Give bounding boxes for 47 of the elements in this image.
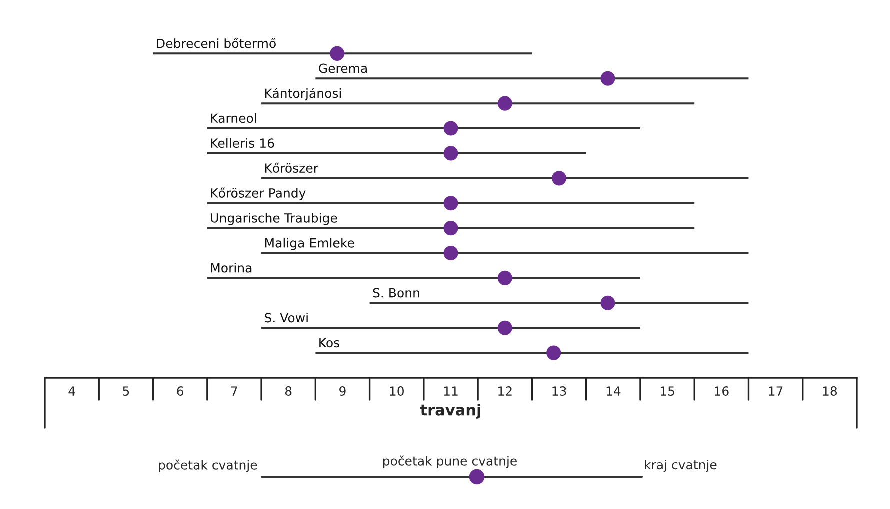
y-tick-label: S. Vowi [265,313,308,323]
y-tick-label: Gerema [319,64,367,74]
x-tick-label: 6 [177,386,184,396]
point [498,96,512,111]
x-tick-label: 8 [285,386,292,396]
bar [207,152,586,154]
y-tick-label: Kántorjánosi [265,88,342,101]
y-tick-label: Ungarische Traubige [211,213,338,226]
x-tick-label: 5 [123,386,130,396]
y-tick-label: Kos [320,338,340,348]
y-tick-label: Debreceni bőtermő [157,38,276,48]
point [444,221,458,236]
text: početak cvatnje [159,460,258,472]
text: kraj cvatnje [645,460,717,472]
y-tick-label: Kőröszer [265,162,318,174]
x-tick-label: 12 [498,386,512,396]
y-tick-label: Morina [211,263,252,273]
text: početak pune cvatnje [383,456,517,468]
point [444,146,458,161]
point [498,320,512,336]
y-tick-label: Kőröszer Pandy [211,188,306,200]
x-axis-title: travanj [420,404,480,419]
x-tick-label: 4 [68,386,76,396]
x-tick-label: 18 [823,386,838,396]
x-tick-label: 17 [769,386,783,396]
point [600,296,616,310]
x-tick-label: 14 [606,386,621,396]
point [444,196,458,211]
x-tick-label: 15 [660,386,674,396]
y-tick-label: Karneol [211,113,256,124]
x-tick-label: 10 [390,386,404,396]
x-tick-label: 13 [552,386,566,396]
point [498,270,512,286]
x-tick-label: 11 [444,386,458,396]
bar [262,102,695,105]
x-tick-label: 9 [340,386,346,396]
y-tick-label: S. Bonn [373,288,420,298]
point [330,46,345,61]
y-tick-label: Maliga Emleke [265,238,354,250]
x-tick-label: 7 [232,386,238,396]
point [600,71,616,86]
y-tick-label: Kelleris 16 [211,138,274,148]
point [552,171,567,186]
point [444,246,458,261]
point [444,121,458,136]
point [546,346,562,360]
x-tick-label: 16 [715,386,729,396]
